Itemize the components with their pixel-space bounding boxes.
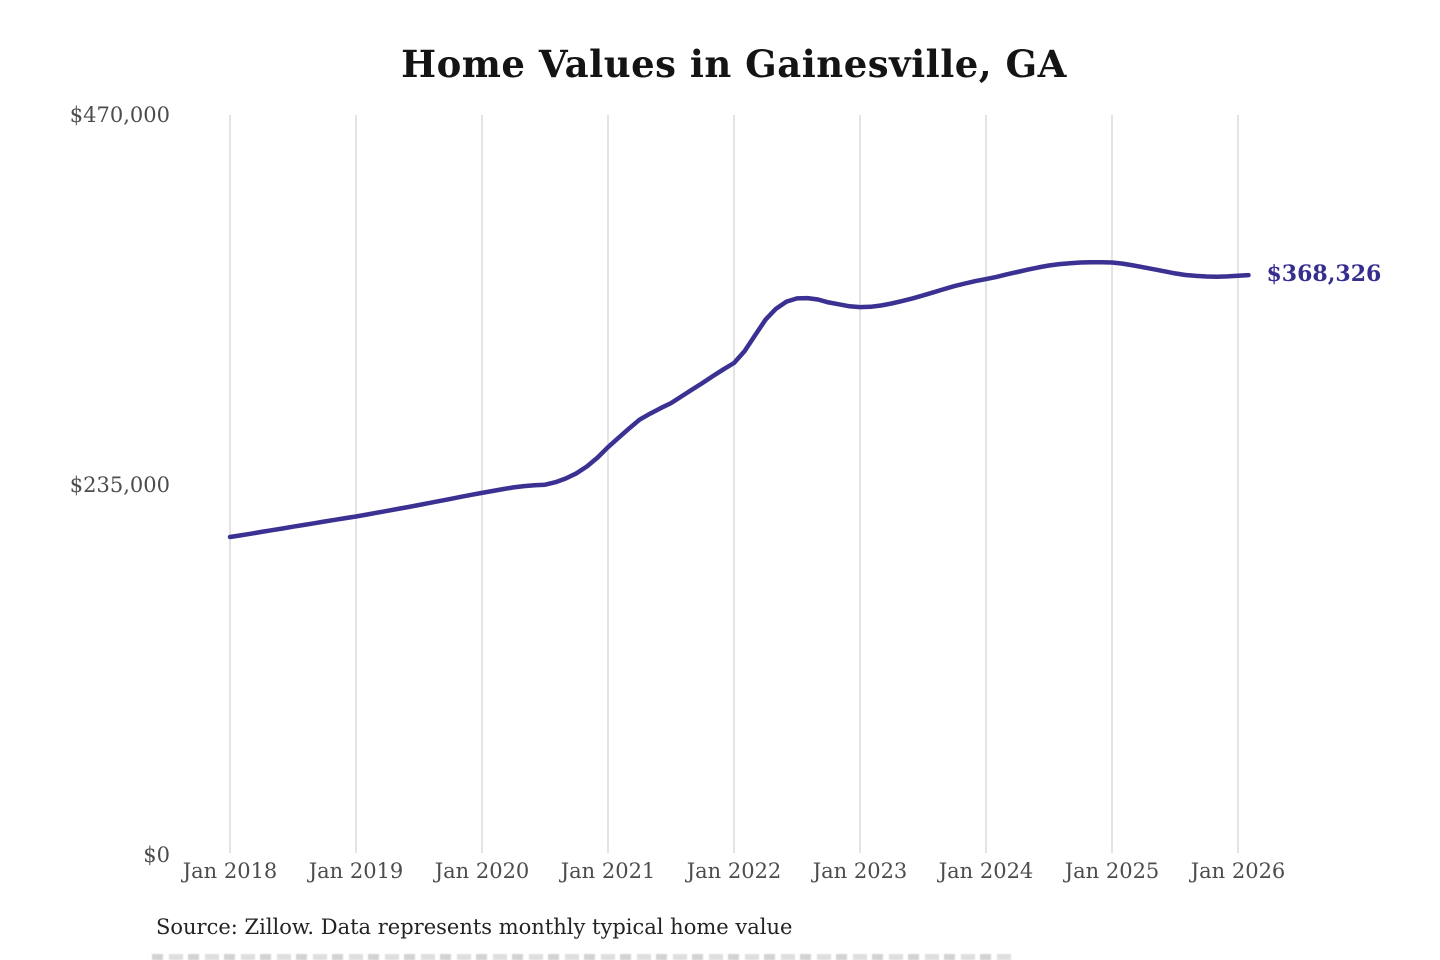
y-axis-label: $235,000 <box>69 473 170 497</box>
x-axis-label: Jan 2023 <box>812 859 908 883</box>
chart-title: Home Values in Gainesville, GA <box>401 42 1067 86</box>
x-axis-label: Jan 2024 <box>938 859 1034 883</box>
x-axis-label: Jan 2025 <box>1064 859 1160 883</box>
cropped-text-sliver <box>152 954 1012 960</box>
y-axis-label: $0 <box>143 843 170 867</box>
x-axis-label: Jan 2026 <box>1190 859 1286 883</box>
x-axis-label: Jan 2019 <box>308 859 404 883</box>
x-axis-label: Jan 2022 <box>686 859 782 883</box>
home-value-line <box>227 259 1251 540</box>
x-axis-label: Jan 2018 <box>182 859 278 883</box>
x-axis-label: Jan 2020 <box>434 859 530 883</box>
x-axis-label: Jan 2021 <box>560 859 656 883</box>
gridlines-group <box>229 115 1239 853</box>
line-end-value-label: $368,326 <box>1266 261 1382 288</box>
source-note: Source: Zillow. Data represents monthly … <box>156 915 793 939</box>
y-axis-label: $470,000 <box>69 103 170 127</box>
